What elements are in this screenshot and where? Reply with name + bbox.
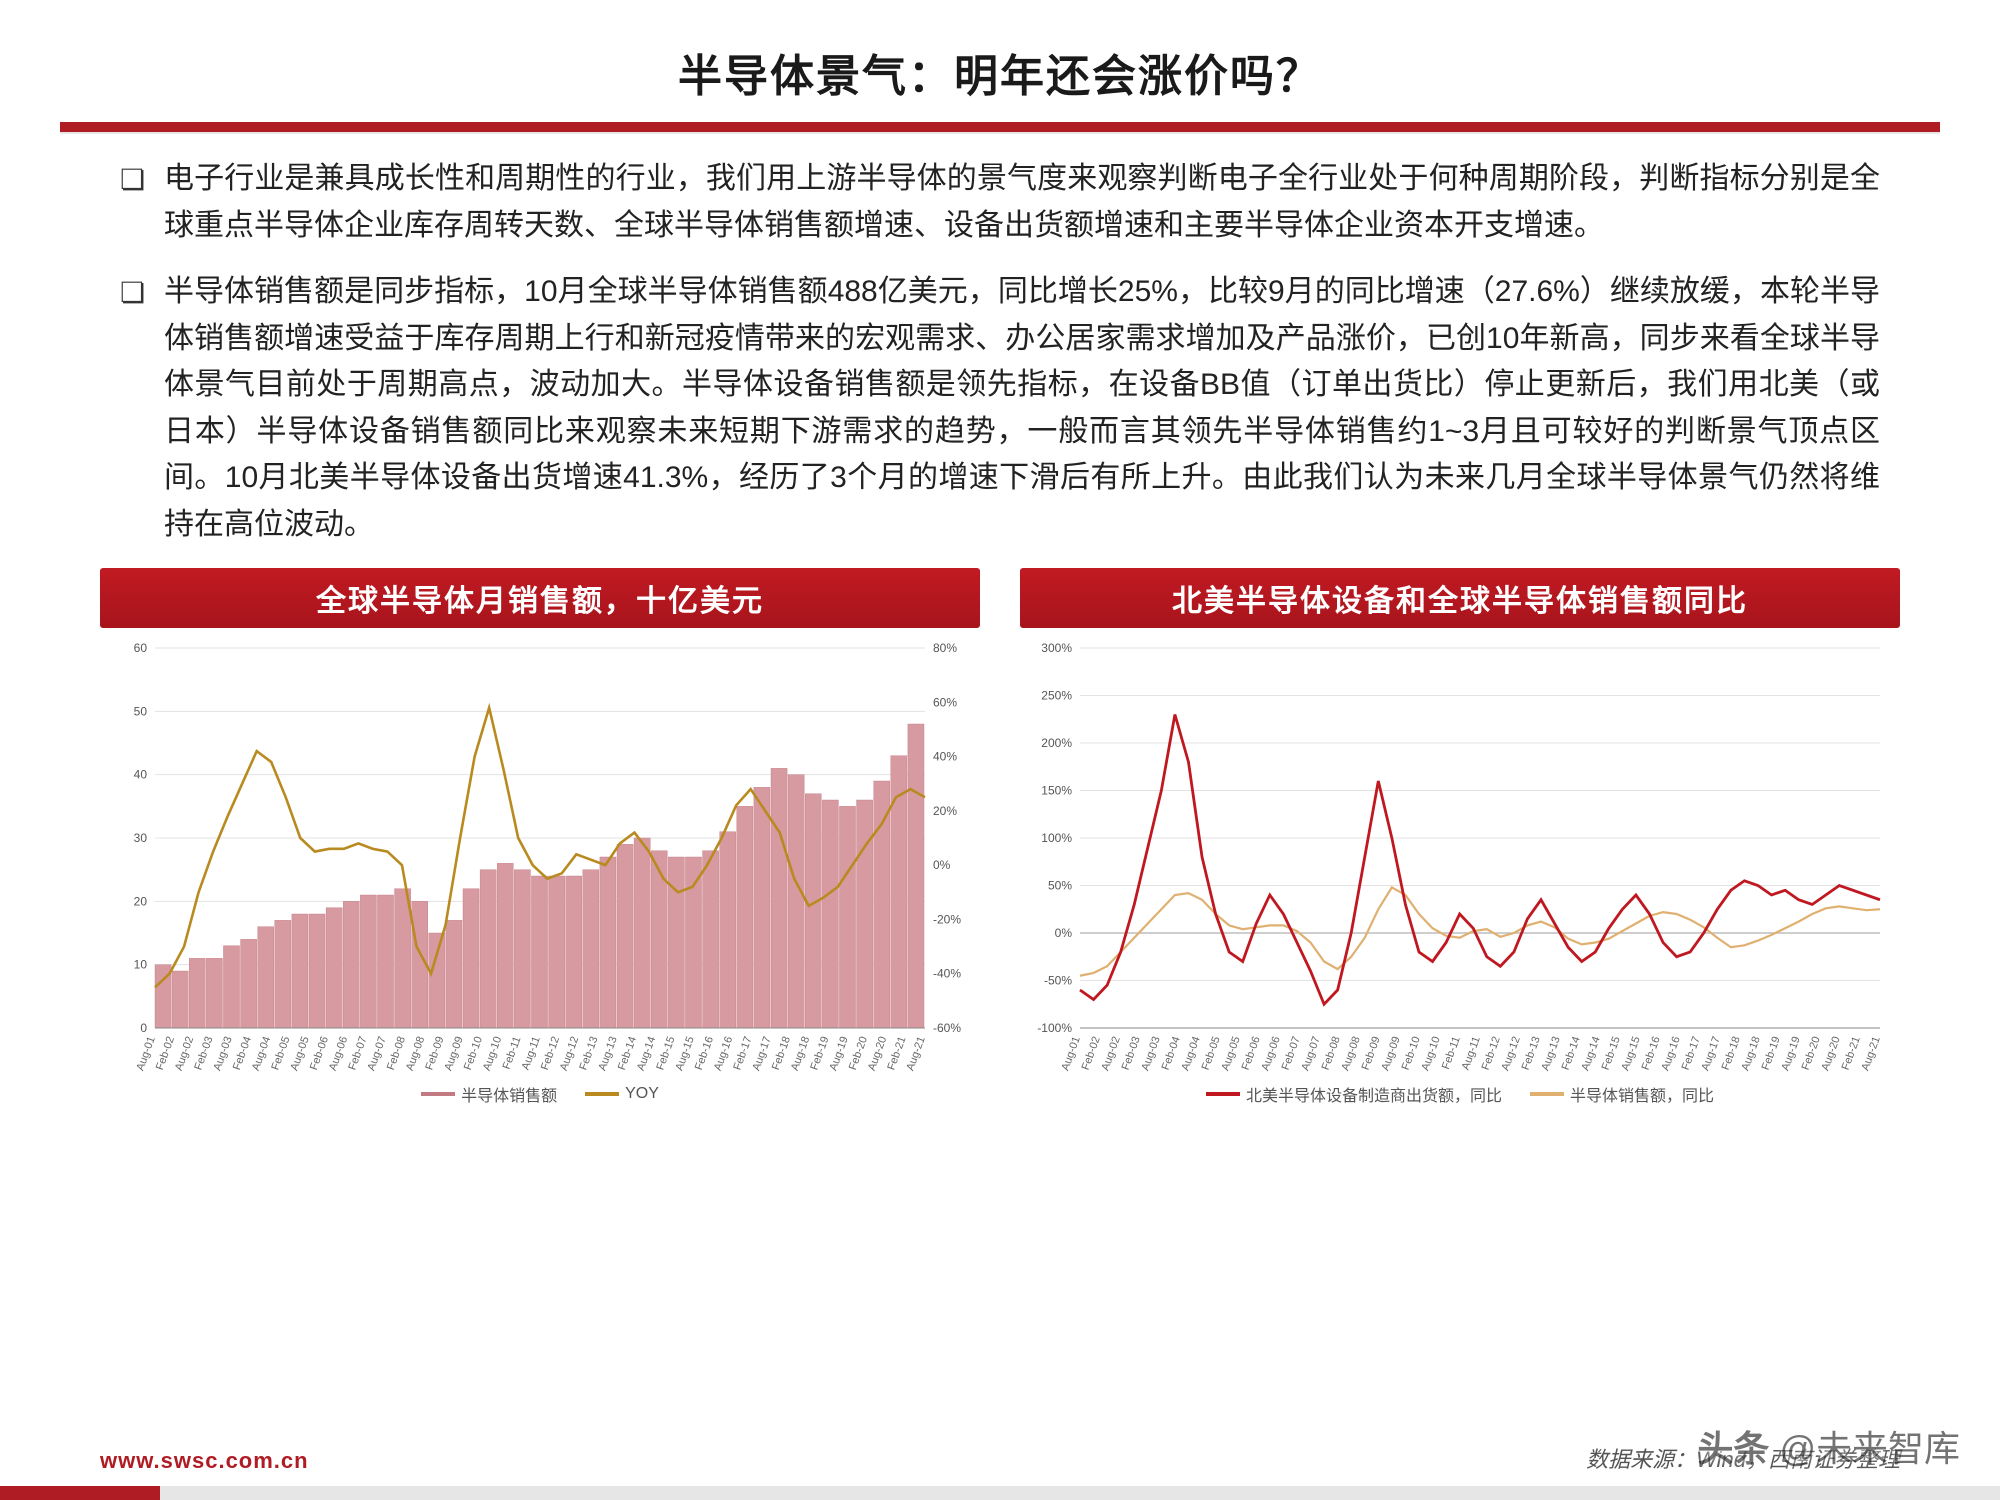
svg-text:0%: 0%: [1055, 926, 1073, 940]
footer-source: 数据来源：Wind，西南证券整理: [1586, 1442, 1900, 1474]
chart-right-legend: 北美半导体设备制造商出货额，同比半导体销售额，同比: [1020, 1082, 1900, 1106]
svg-text:-60%: -60%: [933, 1021, 961, 1035]
chart-left: 0102030405060-60%-40%-20%0%20%40%60%80%A…: [100, 638, 980, 1078]
footer-url: www.swsc.com.cn: [100, 1448, 309, 1474]
svg-text:250%: 250%: [1041, 689, 1072, 703]
svg-text:100%: 100%: [1041, 831, 1072, 845]
svg-text:-50%: -50%: [1044, 974, 1072, 988]
chart-right-title: 北美半导体设备和全球半导体销售额同比: [1020, 568, 1900, 628]
svg-text:150%: 150%: [1041, 784, 1072, 798]
svg-text:60: 60: [134, 641, 148, 655]
title-underline: [60, 122, 1940, 132]
bullet-1: 电子行业是兼具成长性和周期性的行业，我们用上游半导体的景气度来观察判断电子全行业…: [120, 156, 1880, 249]
svg-text:-100%: -100%: [1037, 1021, 1072, 1035]
slide: 半导体景气：明年还会涨价吗？ 电子行业是兼具成长性和周期性的行业，我们用上游半导…: [0, 0, 2000, 1500]
svg-text:-20%: -20%: [933, 912, 961, 926]
svg-text:200%: 200%: [1041, 736, 1072, 750]
chart-left-title: 全球半导体月销售额，十亿美元: [100, 568, 980, 628]
svg-text:50: 50: [134, 704, 148, 718]
chart-right-col: 北美半导体设备和全球半导体销售额同比 -100% -50% 0% 50% 100% 150…: [1020, 568, 1900, 1106]
chart-right: -100%-50%0%50%100%150%200%250%300%Aug-01…: [1020, 638, 1900, 1078]
svg-text:0%: 0%: [933, 858, 951, 872]
bullet-2: 半导体销售额是同步指标，10月全球半导体销售额488亿美元，同比增长25%，比较…: [120, 269, 1880, 548]
svg-text:50%: 50%: [1048, 879, 1072, 893]
svg-text:0: 0: [140, 1021, 147, 1035]
svg-text:-40%: -40%: [933, 967, 961, 981]
svg-text:30: 30: [134, 831, 148, 845]
chart-left-col: 全球半导体月销售额，十亿美元 0 10 20 30 40 50 60 -60% -40% -20%…: [100, 568, 980, 1106]
svg-text:Aug-21: Aug-21: [1859, 1035, 1882, 1072]
svg-text:40%: 40%: [933, 750, 957, 764]
footer: www.swsc.com.cn 数据来源：Wind，西南证券整理: [100, 1442, 1900, 1474]
body-text: 电子行业是兼具成长性和周期性的行业，我们用上游半导体的景气度来观察判断电子全行业…: [120, 156, 1880, 548]
svg-text:10: 10: [134, 958, 148, 972]
svg-text:80%: 80%: [933, 641, 957, 655]
svg-text:60%: 60%: [933, 695, 957, 709]
svg-text:20: 20: [134, 894, 148, 908]
svg-text:20%: 20%: [933, 804, 957, 818]
page-title: 半导体景气：明年还会涨价吗？: [0, 40, 2000, 104]
svg-text:40: 40: [134, 768, 148, 782]
svg-text:300%: 300%: [1041, 641, 1072, 655]
charts-row: 全球半导体月销售额，十亿美元 0 10 20 30 40 50 60 -60% -40% -20%…: [100, 568, 1900, 1106]
chart-left-legend: 半导体销售额YOY: [100, 1082, 980, 1106]
bottom-stripe: [0, 1486, 2000, 1500]
